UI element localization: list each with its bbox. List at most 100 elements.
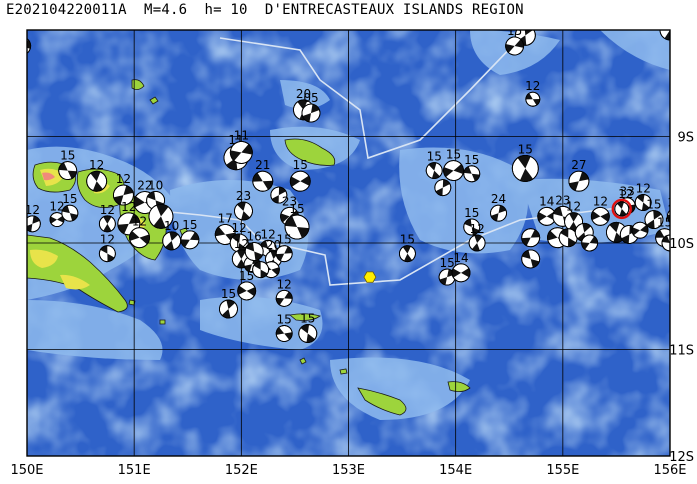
beachball-icon[interactable] xyxy=(520,227,541,248)
compressional-quadrant xyxy=(664,30,670,40)
depth-label: 15 xyxy=(657,216,672,230)
beachball-rim xyxy=(521,228,541,248)
beachball-icon[interactable] xyxy=(244,242,264,261)
event-marker[interactable] xyxy=(363,271,377,283)
beachball-rim xyxy=(490,204,507,222)
depth-label: 23 xyxy=(555,193,570,207)
beachball-rim xyxy=(301,103,321,123)
beachball-icon[interactable] xyxy=(642,208,665,231)
compressional-quadrant xyxy=(103,215,112,232)
beachball-icon[interactable] xyxy=(9,34,34,59)
beachball-icon[interactable] xyxy=(433,178,453,198)
beachball-icon[interactable] xyxy=(234,278,259,303)
depth-label: 11 xyxy=(234,128,249,142)
beachball-icon[interactable] xyxy=(301,103,321,123)
beachball-rim xyxy=(275,289,293,307)
beachball-icon[interactable] xyxy=(23,215,41,233)
beachball-icon[interactable] xyxy=(269,185,289,205)
beachball-icon[interactable] xyxy=(283,213,311,241)
beachball-icon[interactable] xyxy=(612,199,631,218)
depth-label: 10 xyxy=(164,219,179,233)
beachball-icon[interactable] xyxy=(680,38,697,60)
beachball-icon[interactable] xyxy=(250,168,276,194)
beachball-icon[interactable] xyxy=(580,233,600,253)
compressional-quadrant xyxy=(525,93,540,106)
beachball-icon[interactable] xyxy=(534,204,559,229)
compressional-quadrant xyxy=(50,215,64,224)
beachball-icon[interactable] xyxy=(665,206,686,227)
beachball-icon[interactable] xyxy=(490,204,508,222)
beachball-icon[interactable] xyxy=(463,218,481,236)
depth-label: 15 xyxy=(62,192,77,206)
depth-label: 15 xyxy=(300,312,315,326)
beachball-icon[interactable] xyxy=(521,249,541,269)
beachball-icon[interactable] xyxy=(629,219,651,241)
epicenter-hexagon-icon[interactable] xyxy=(363,271,377,283)
beachball-icon[interactable] xyxy=(568,170,590,192)
beachball-icon[interactable] xyxy=(396,242,418,264)
compressional-quadrant xyxy=(662,235,670,251)
beachball-icon[interactable] xyxy=(440,157,468,185)
beachball-icon[interactable] xyxy=(671,25,697,56)
beachball-rim xyxy=(398,245,416,263)
beachball-icon[interactable] xyxy=(274,288,294,308)
beachball-icon[interactable] xyxy=(557,227,579,249)
compressional-quadrant xyxy=(569,171,589,191)
beachball-icon[interactable] xyxy=(286,167,314,195)
depth-label: 12 xyxy=(234,237,249,251)
compressional-quadrant xyxy=(636,194,650,211)
beachball-icon[interactable] xyxy=(661,234,680,253)
beachball-icon[interactable] xyxy=(98,244,117,263)
beachball-icon[interactable] xyxy=(96,213,119,236)
beachball-icon[interactable] xyxy=(179,229,201,251)
depth-label: 12 xyxy=(232,221,247,235)
compressional-quadrant xyxy=(560,228,576,247)
lon-tick-label: 152E xyxy=(225,463,258,478)
beachball-icon[interactable] xyxy=(656,16,684,44)
beachball-icon[interactable] xyxy=(227,138,256,167)
islet-4 xyxy=(159,319,166,325)
beachball-icon[interactable] xyxy=(57,160,79,182)
beachball-icon[interactable] xyxy=(524,90,542,108)
beachball-icon[interactable] xyxy=(159,228,184,253)
lat-tick-label: 12S xyxy=(669,450,694,465)
beachball-icon[interactable] xyxy=(588,204,613,229)
beachball-icon[interactable] xyxy=(83,167,111,195)
depth-label: 12 xyxy=(49,200,64,214)
beachball-icon[interactable] xyxy=(448,260,473,285)
compressional-quadrant xyxy=(577,223,591,242)
beachball-rim xyxy=(659,30,670,41)
compressional-quadrant xyxy=(280,210,299,223)
beachball-icon[interactable] xyxy=(423,160,445,182)
compressional-quadrant xyxy=(517,155,534,182)
beachball-icon[interactable] xyxy=(112,184,134,206)
compressional-quadrant xyxy=(402,245,413,262)
beachball-icon[interactable] xyxy=(633,192,654,213)
beachball-icon[interactable] xyxy=(126,224,154,252)
beachball-icon[interactable] xyxy=(251,260,270,279)
beachball-icon[interactable] xyxy=(275,245,293,263)
beachball-icon[interactable] xyxy=(231,199,255,223)
beachball-icon[interactable] xyxy=(669,26,688,45)
compressional-quadrant xyxy=(671,26,697,55)
compressional-quadrant xyxy=(300,324,315,343)
compressional-quadrant xyxy=(62,205,78,221)
compressional-quadrant xyxy=(439,269,455,285)
beachball-rim xyxy=(244,242,264,261)
beachball-icon[interactable] xyxy=(462,164,481,183)
beachball-icon[interactable] xyxy=(503,34,527,58)
beachball-rim xyxy=(521,249,541,269)
depth-label: 12 xyxy=(566,200,581,214)
beachball-icon[interactable] xyxy=(507,150,543,186)
depth-label: 12 xyxy=(25,203,40,217)
beachball-icon[interactable] xyxy=(216,297,241,322)
beachball-icon[interactable] xyxy=(466,232,488,254)
beachball-icon[interactable] xyxy=(61,204,79,222)
beachball-icon[interactable] xyxy=(47,210,67,230)
beachball-icon[interactable] xyxy=(144,199,178,233)
beachball-icon[interactable] xyxy=(296,322,319,345)
beachball-icon[interactable] xyxy=(273,323,295,345)
compressional-quadrant xyxy=(271,187,286,204)
